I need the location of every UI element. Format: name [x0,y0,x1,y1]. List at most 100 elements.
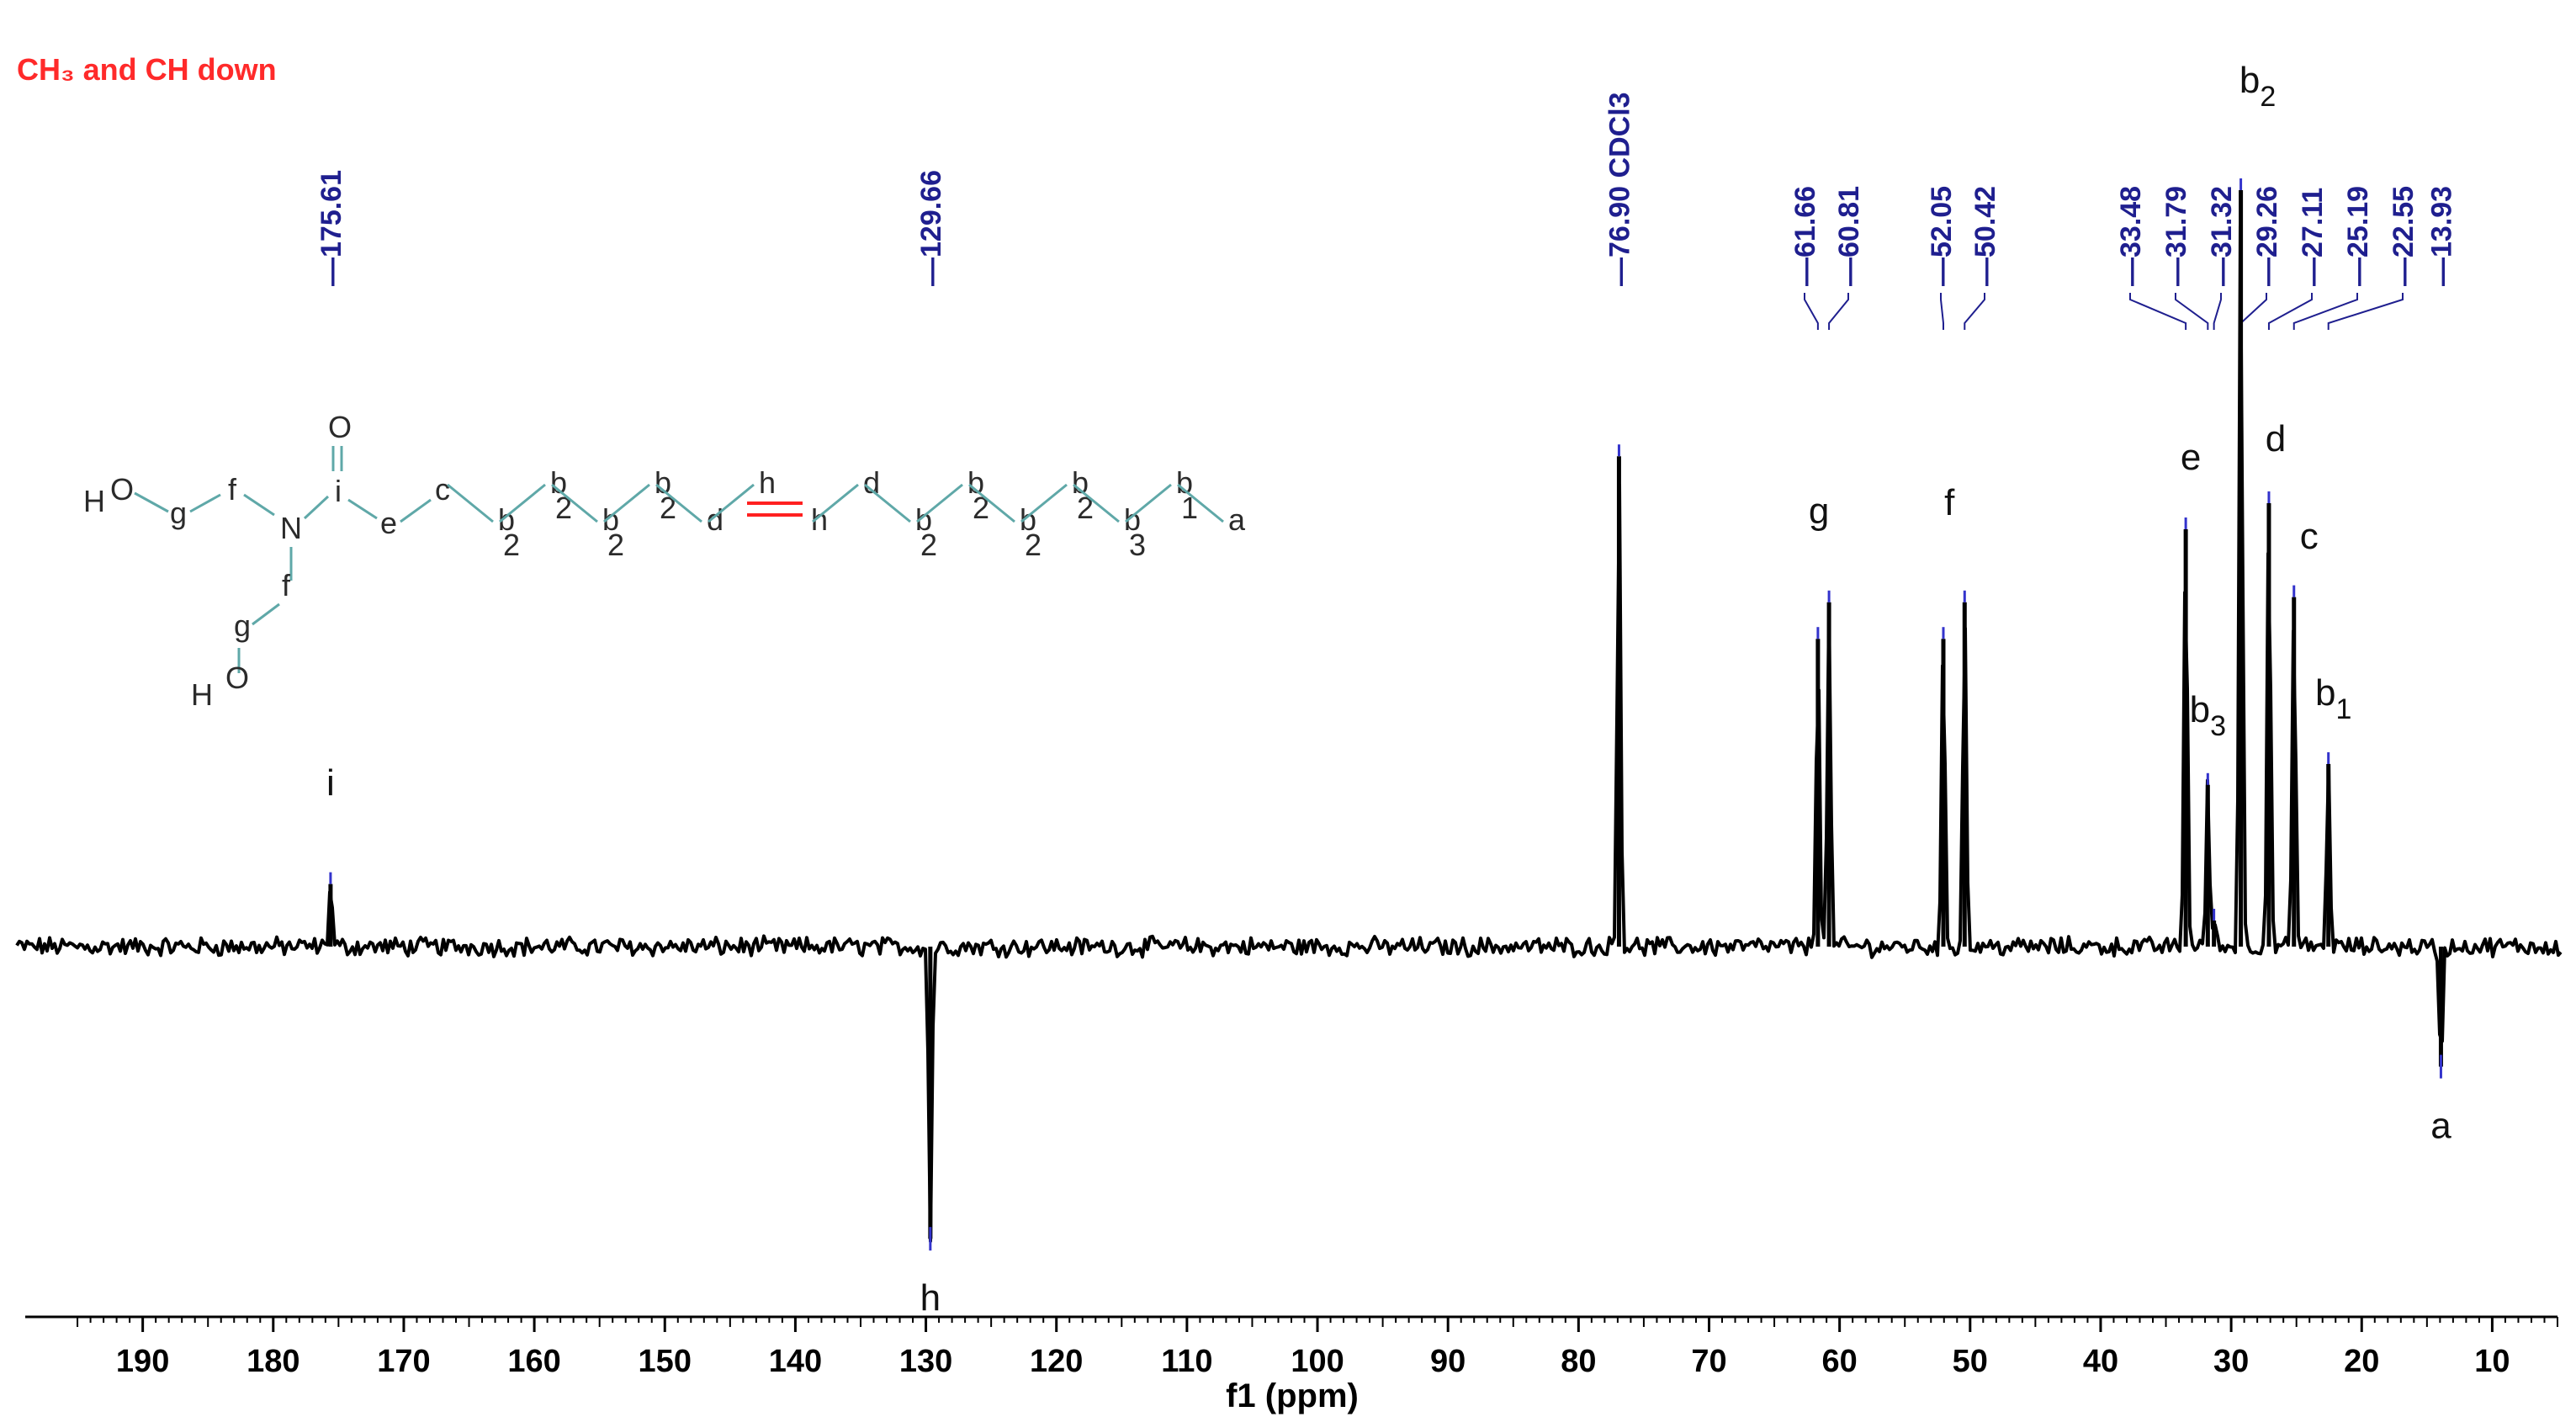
x-tick-label: 40 [2083,1344,2118,1379]
x-axis: 190 180 170 160 150 140 130 120 110 100 90 80 70 60 50… [25,1315,2558,1379]
molecule-atom: b [655,465,671,500]
peak-label: —33.48 [2115,186,2147,286]
peak-label: —50.42 [1969,186,2001,286]
x-tick-label: 170 [377,1344,430,1379]
peak-label: —31.79 [2160,186,2192,286]
x-tick-label: 50 [1953,1344,1988,1379]
molecule-atom: c [435,472,450,507]
molecule-atom: h [811,502,828,537]
peak-assignment-c: c [2300,516,2319,557]
molecule-bond [134,491,169,513]
molecule-atom: f [282,568,291,602]
molecule-atom: i [335,474,342,508]
x-tick-label: 180 [246,1344,299,1379]
nitrogen-atom: N [280,511,302,545]
molecule-bond [400,498,432,523]
molecule-atom: h [759,465,776,500]
molecule-bond [1020,483,1068,523]
peak-assignment-b3: b3 [2190,689,2226,742]
peak-label-connector [2129,293,2187,330]
peak-lines [328,178,2443,1251]
molecule-bond [243,493,275,517]
x-tick-label: 160 [507,1344,560,1379]
molecule-bond [916,483,963,523]
molecule-atom: b [550,465,567,500]
x-tick-label: 110 [1161,1344,1212,1379]
x-tick-label: 20 [2344,1344,2379,1379]
peak-assignment-a: a [2430,1106,2451,1147]
oxygen-atom: O [328,410,352,444]
x-tick-label: 90 [1430,1344,1466,1379]
molecule-bond [1125,483,1172,523]
molecule-bond [189,493,221,513]
peak-assignment-g: g [1809,491,1829,532]
peak-label-connector [2239,293,2267,330]
x-tick-label: 100 [1291,1344,1344,1379]
molecule-atom: g [234,608,251,643]
peak-label-connector [2267,293,2313,330]
chart-title: CH₃ and CH down [17,52,277,87]
x-tick-label: 150 [639,1344,692,1379]
molecule-atom: b [498,502,515,537]
molecule-bond [655,483,702,523]
molecule-subscript: 3 [1129,528,1146,562]
molecule-atom: e [380,506,397,540]
peak-label: —13.93 [2425,186,2457,286]
hydrogen-atom: H [83,484,105,518]
molecule-bond [864,483,911,523]
x-tick-label: 60 [1822,1344,1858,1379]
molecule-bond [303,495,330,520]
peak-labels: —175.61 —129.66 —76.90 CDCl3 —61.66 —60.81 —5… [315,92,2457,330]
peak-label: —129.66 [915,170,947,286]
peak-label-connector [1940,293,1944,330]
molecule-subscript: 2 [1025,528,1042,562]
peak-label: —61.66 [1789,186,1821,286]
peak-label-connector [2292,293,2358,330]
molecule-bond [551,483,598,523]
hydrogen-atom: H [191,677,213,712]
peak-label-connector [1964,293,1985,330]
peak-label: —29.26 [2251,186,2283,286]
molecule-bond [252,602,280,626]
molecule-atom: g [170,496,187,530]
x-tick-label: 30 [2213,1344,2249,1379]
x-tick-label: 70 [1691,1344,1726,1379]
molecule-atom: b [1176,465,1193,500]
x-tick-label: 130 [899,1344,952,1379]
molecule-subscript: 2 [503,528,520,562]
peak-label: —31.32 [2206,186,2238,286]
molecule-atom: b [967,465,984,500]
molecule-atom: b [1020,502,1036,537]
x-tick-label: 140 [769,1344,822,1379]
x-tick-label: 10 [2474,1344,2510,1379]
x-tick-label: 190 [116,1344,169,1379]
spectrum-trace [15,225,2563,1243]
x-tick-label: 120 [1030,1344,1083,1379]
molecule-atom: d [707,502,724,537]
peak-label-connector [1828,293,1849,330]
peak-assignment-e: e [2181,437,2201,478]
oxygen-atom: O [225,661,249,695]
peak-label: —76.90 CDCl3 [1603,92,1635,286]
peak-label: —60.81 [1833,186,1865,286]
peak-label-connector [1804,293,1819,330]
molecule-bond [603,483,650,523]
molecule-subscript: 2 [920,528,937,562]
molecule-atom: b [915,502,932,537]
molecule-atom: a [1228,502,1246,537]
peak-assignment-h: h [920,1277,941,1319]
peak-label: —52.05 [1926,186,1958,286]
molecule-bond [812,483,859,523]
peak-assignment-b1: b1 [2315,672,2351,725]
peak-label-connector [2175,293,2209,330]
peak-assignment-f: f [1944,482,1955,523]
peak-assignment-b2: b2 [2239,60,2276,113]
molecule-atom: f [228,472,237,507]
molecule-bond [347,498,378,520]
molecule-atom: b [602,502,619,537]
peak-label-connector [2213,293,2222,330]
oxygen-atom: O [110,472,134,507]
